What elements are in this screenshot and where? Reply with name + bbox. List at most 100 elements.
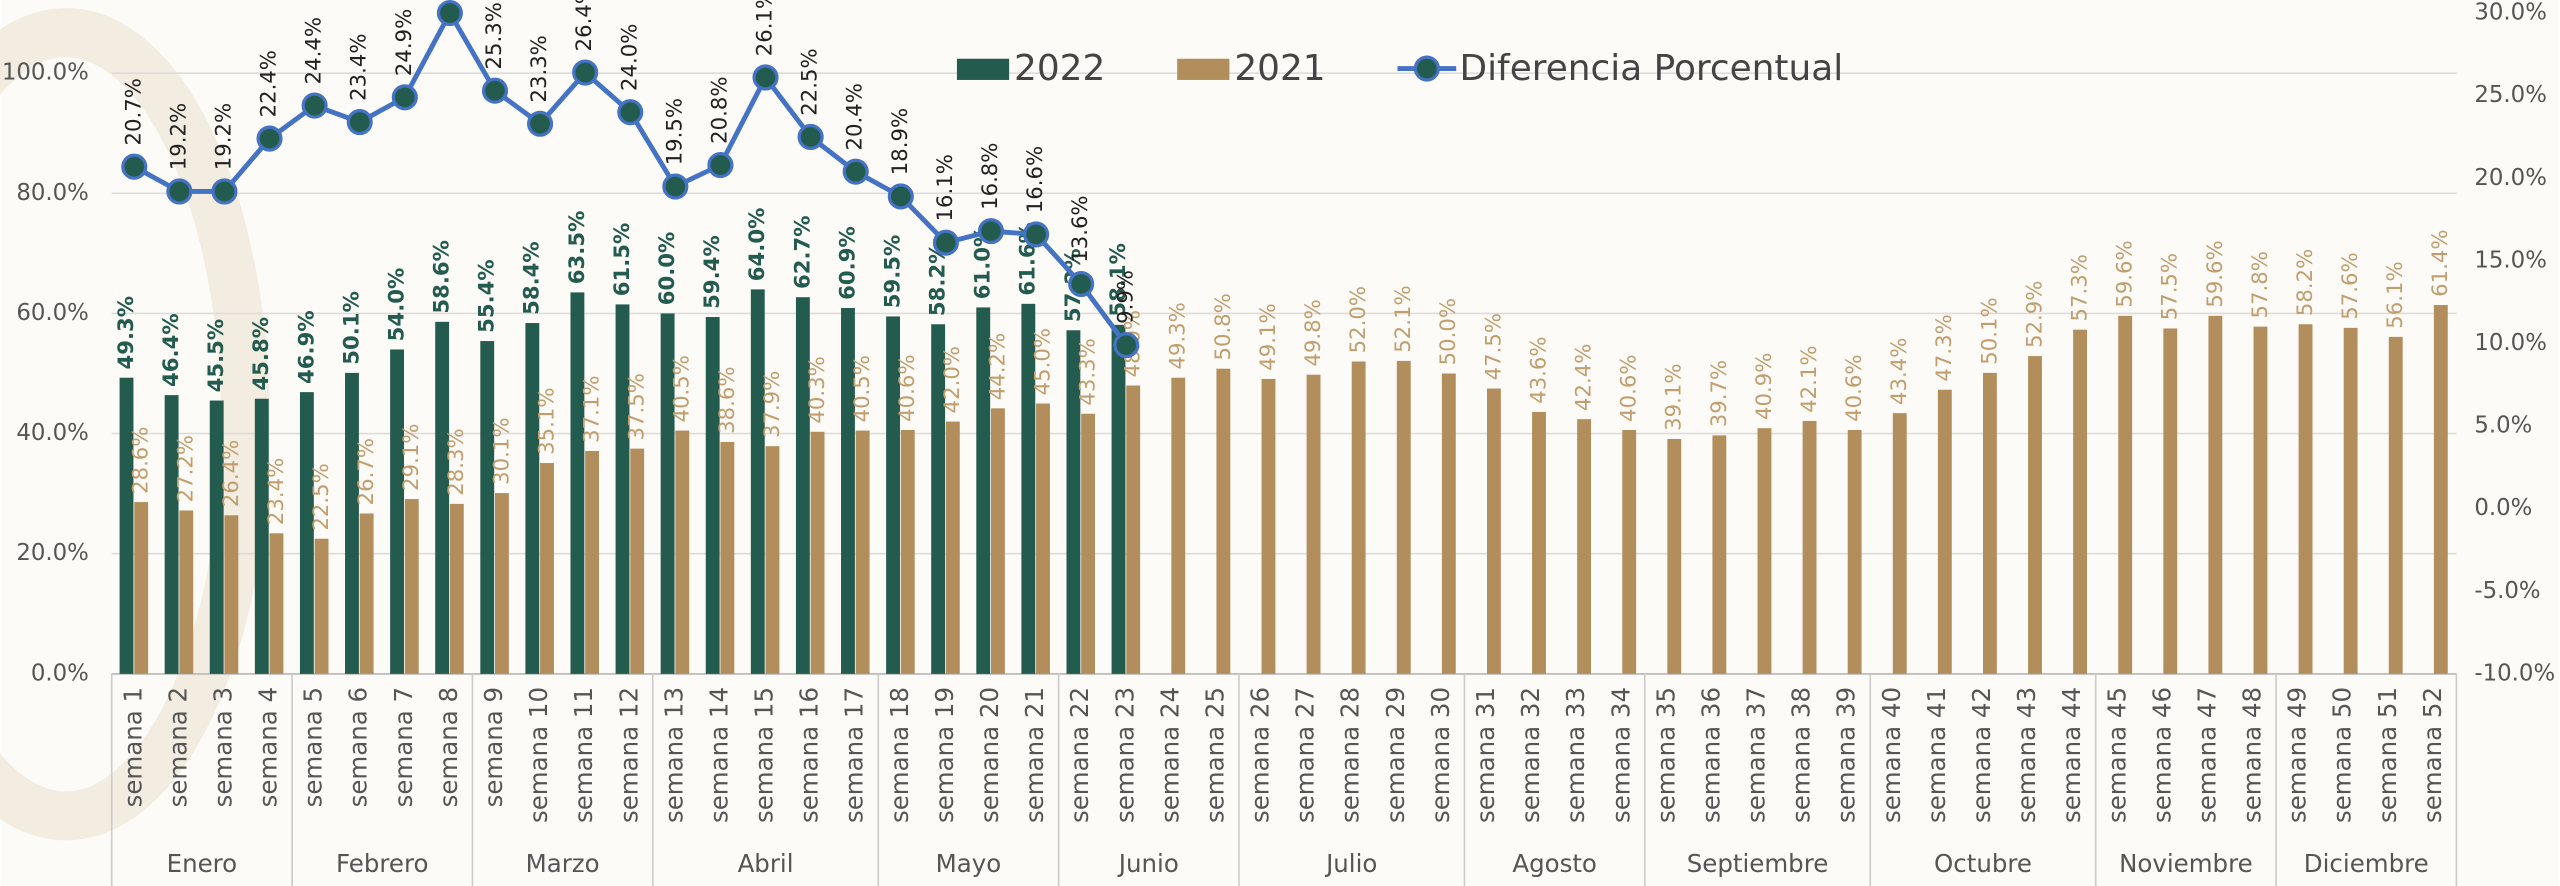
bar: [810, 431, 825, 674]
data-label: 40.6%: [895, 354, 920, 421]
data-label: 35.1%: [534, 387, 559, 454]
x-tick-label: semana 40: [1877, 687, 1906, 823]
line-point: [662, 173, 689, 200]
data-label: 49.8%: [1301, 299, 1326, 366]
bar: [2253, 326, 2268, 674]
x-tick-label: semana 51: [2373, 687, 2402, 823]
y2-tick-label: 30.0%: [2474, 0, 2547, 26]
bar: [269, 533, 284, 674]
data-label: 61.5%: [610, 223, 635, 297]
bar: [900, 429, 915, 674]
bar: [945, 421, 960, 674]
data-label: 59.4%: [700, 235, 725, 309]
data-label: 56.1%: [2383, 261, 2408, 328]
x-tick-label: semana 24: [1155, 687, 1184, 823]
bar: [1757, 428, 1772, 674]
x-tick-label: semana 30: [1426, 687, 1455, 823]
bar: [1021, 303, 1036, 674]
bar: [2163, 328, 2178, 674]
data-label: 61.4%: [2428, 230, 2453, 297]
x-tick-label: semana 26: [1246, 687, 1275, 823]
y-tick-label: 80.0%: [16, 180, 89, 206]
data-label: 16.1%: [933, 154, 958, 221]
bar: [134, 502, 149, 674]
x-tick-label: semana 38: [1787, 687, 1816, 823]
x-tick-label: semana 45: [2102, 687, 2131, 823]
bar: [750, 289, 765, 674]
data-label: 22.5%: [798, 48, 823, 115]
data-label: 43.6%: [1526, 336, 1551, 403]
data-label: 63.5%: [565, 211, 590, 285]
data-label: 26.7%: [354, 438, 379, 505]
bar: [2118, 315, 2133, 674]
bar: [1351, 361, 1366, 674]
legend-swatch: [1177, 58, 1230, 80]
data-label: 13.6%: [1068, 195, 1093, 262]
bar: [224, 515, 239, 674]
bar: [1532, 411, 1546, 674]
x-tick-label: semana 9: [479, 687, 508, 807]
data-label: 24.9%: [392, 9, 417, 76]
bar: [2298, 324, 2313, 674]
data-label: 28.3%: [444, 428, 469, 495]
x-tick-label: semana 17: [840, 687, 869, 823]
group-label: Noviembre: [2119, 849, 2253, 878]
bar: [299, 392, 314, 674]
x-tick-label: semana 39: [1832, 687, 1861, 823]
line-point: [166, 178, 193, 205]
data-label: 23.3%: [527, 35, 552, 102]
bar: [359, 513, 374, 674]
bar: [1802, 420, 1817, 674]
bar: [254, 398, 269, 674]
data-label: 58.2%: [2293, 249, 2318, 316]
line-point: [256, 125, 283, 152]
data-label: 22.5%: [309, 463, 334, 530]
x-tick-label: semana 46: [2147, 687, 2176, 823]
data-label: 40.6%: [1617, 354, 1642, 421]
data-label: 57.6%: [2338, 252, 2363, 319]
data-label: 60.0%: [655, 232, 680, 306]
x-tick-label: semana 7: [389, 687, 418, 807]
bar: [314, 538, 329, 674]
line-point: [346, 109, 373, 136]
line-point: [842, 158, 869, 185]
data-label: 30.1%: [489, 418, 514, 485]
x-tick-label: semana 47: [2192, 687, 2221, 823]
data-label: 42.1%: [1797, 345, 1822, 412]
bar: [1066, 330, 1081, 674]
y2-tick-label: 0.0%: [2474, 495, 2532, 521]
x-tick-label: semana 20: [975, 687, 1004, 823]
bar: [1847, 429, 1862, 674]
data-label: 37.1%: [580, 375, 605, 442]
data-label: 9.9%: [1113, 270, 1138, 324]
bar: [1712, 435, 1727, 674]
bar: [1306, 374, 1321, 674]
line-point: [887, 183, 914, 210]
data-label: 24.0%: [617, 24, 642, 91]
bar: [1216, 368, 1231, 674]
bar: [795, 297, 810, 674]
bar: [765, 446, 780, 674]
data-label: 46.9%: [294, 310, 319, 384]
bar: [1126, 385, 1141, 674]
data-label: 46.4%: [159, 313, 184, 387]
bar: [2343, 327, 2358, 674]
group-label: Marzo: [526, 849, 600, 878]
bar: [615, 304, 630, 674]
y2-tick-label: 5.0%: [2474, 413, 2532, 439]
bar: [1261, 378, 1276, 674]
x-tick-label: semana 12: [614, 687, 643, 823]
y2-tick-label: 15.0%: [2474, 247, 2547, 273]
group-label: Agosto: [1512, 849, 1597, 878]
data-label: 42.0%: [940, 346, 965, 413]
x-tick-label: semana 6: [344, 687, 373, 807]
bar: [494, 493, 509, 674]
x-tick-label: semana 48: [2238, 687, 2267, 823]
data-label: 49.3%: [114, 296, 139, 370]
y-tick-label: 20.0%: [16, 540, 89, 566]
data-label: 18.9%: [888, 108, 913, 175]
group-label: Octubre: [1934, 849, 2032, 878]
data-label: 26.1%: [753, 0, 778, 56]
data-label: 22.4%: [257, 50, 282, 117]
